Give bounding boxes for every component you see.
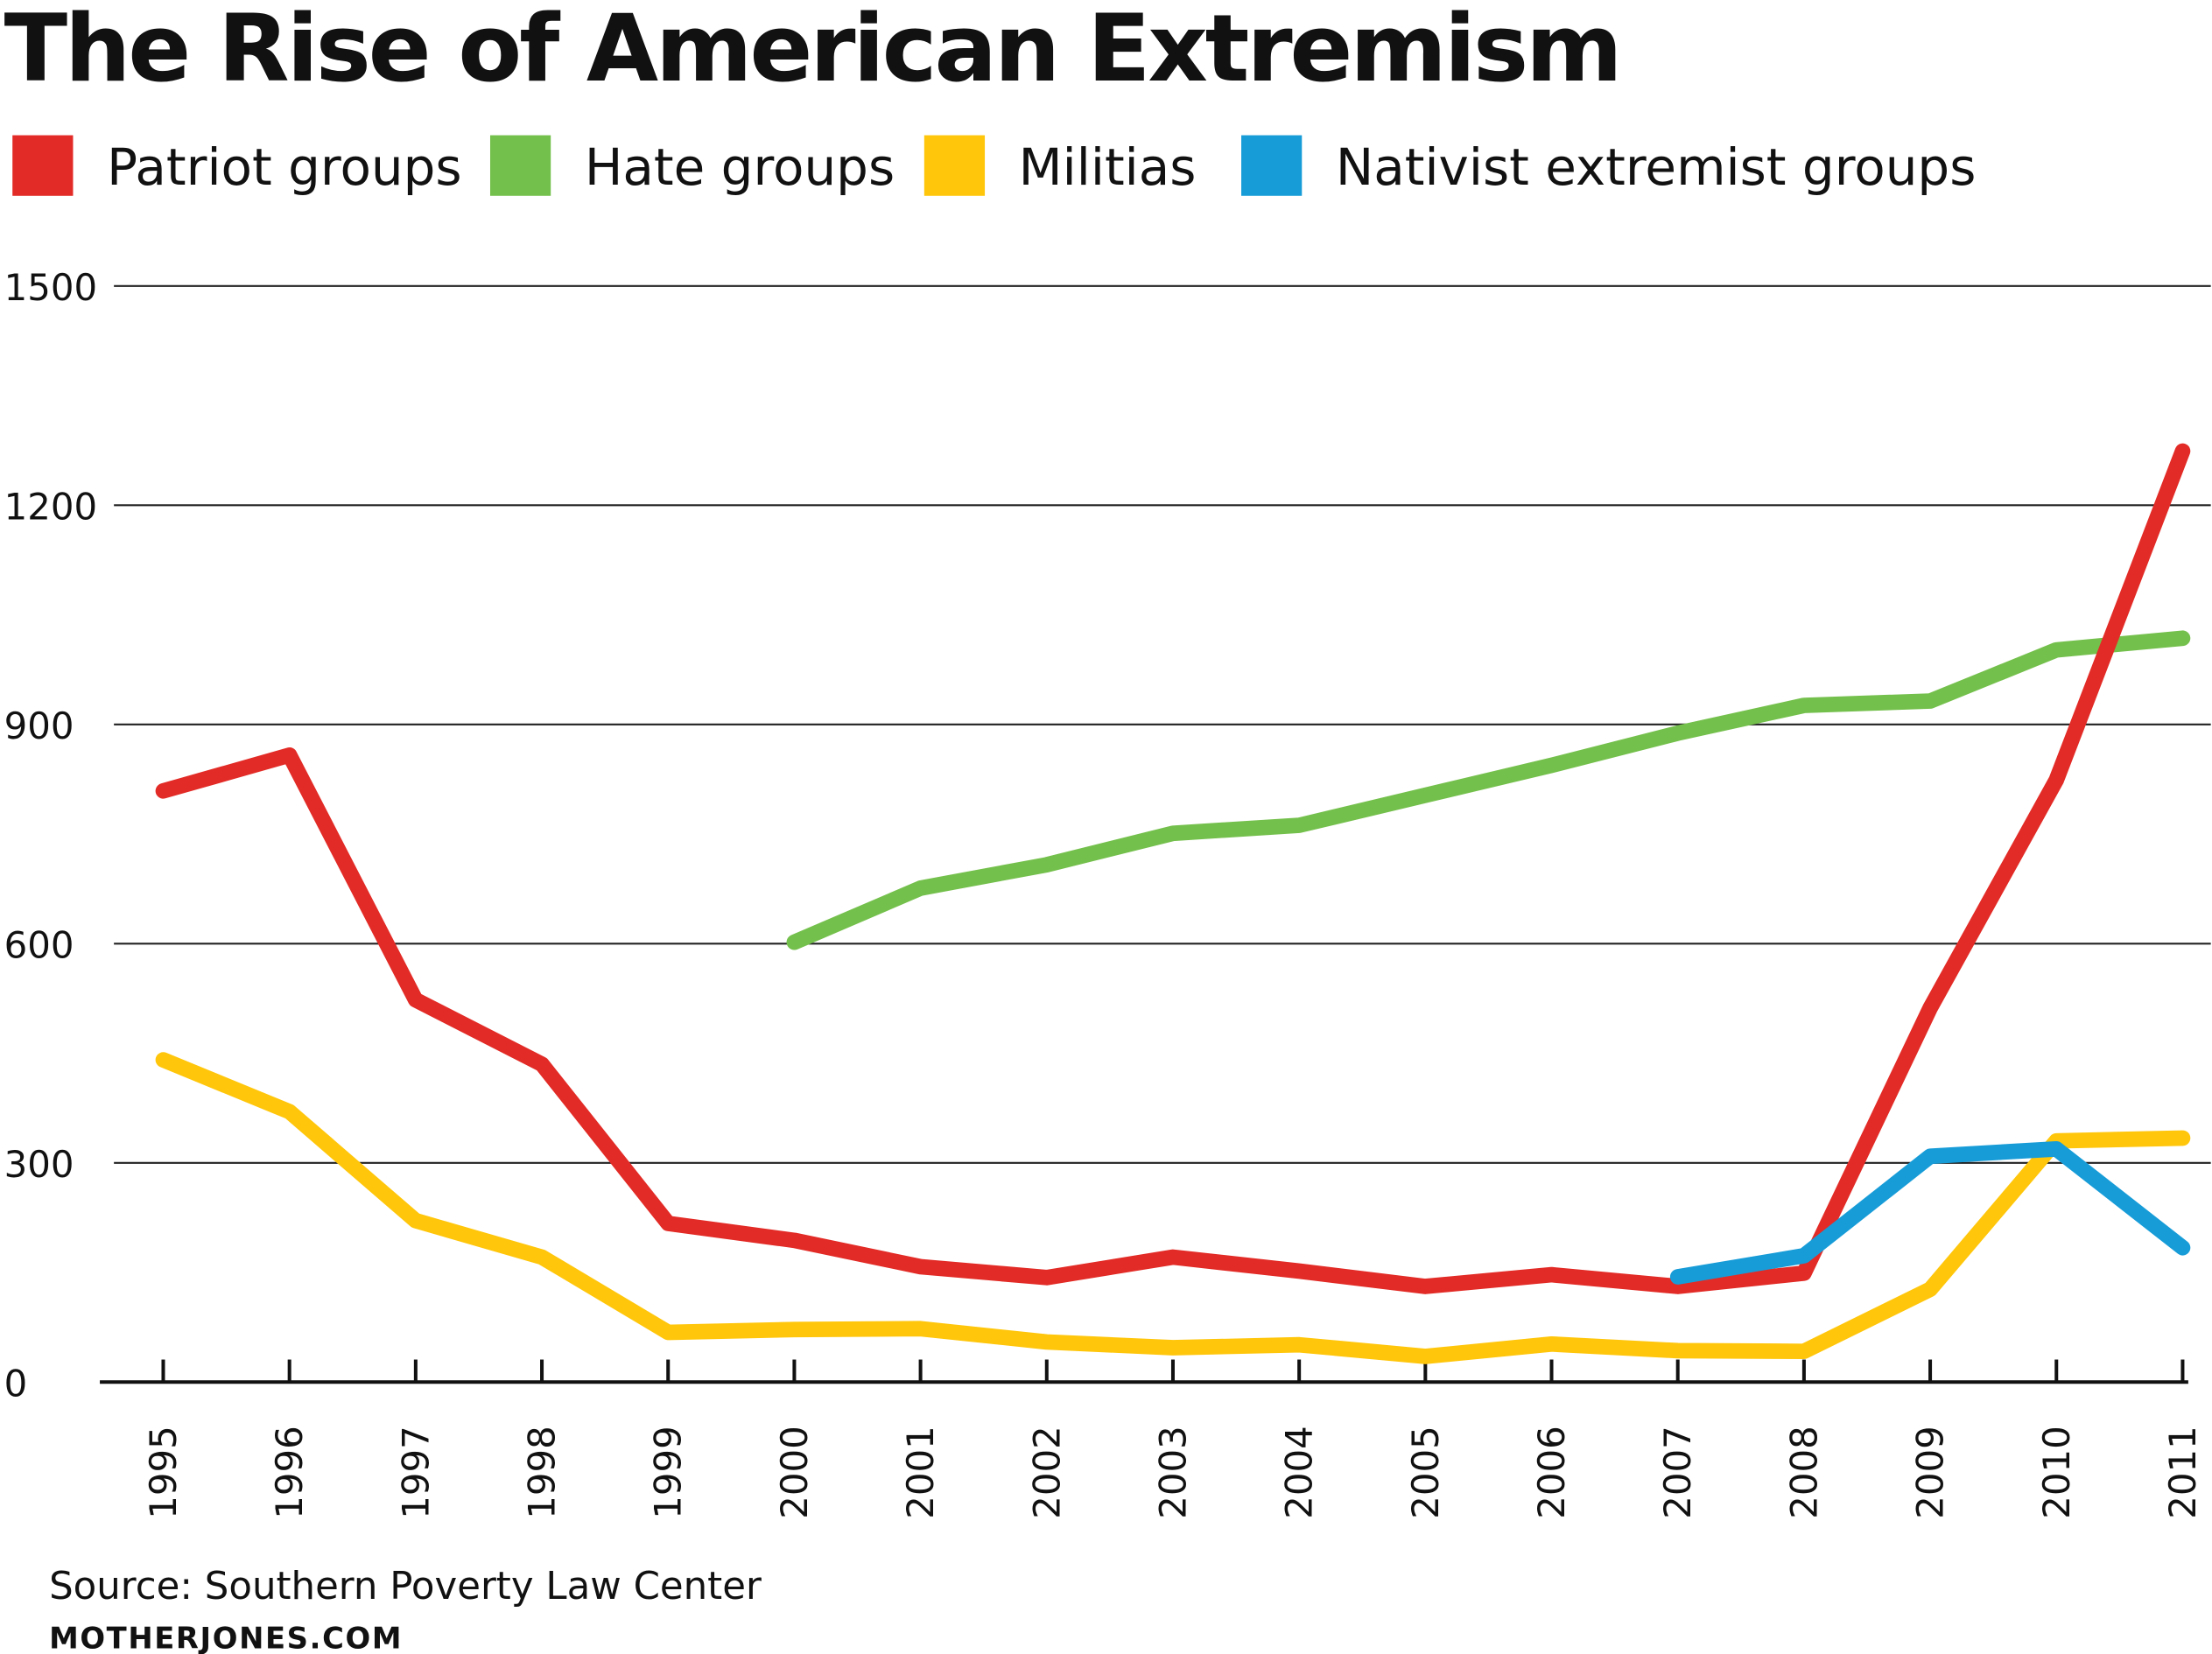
legend-swatch xyxy=(923,135,986,196)
series-line-patriot-groups xyxy=(155,443,2191,1294)
x-tick-label: 2006 xyxy=(1530,1426,1573,1518)
credit: MOTHERJONES.COM xyxy=(49,1622,403,1654)
x-tick-label: 2005 xyxy=(1404,1426,1447,1518)
x-tick-label: 1999 xyxy=(647,1426,690,1518)
x-tick-label: 2002 xyxy=(1025,1426,1068,1518)
x-tick-label: 2000 xyxy=(773,1426,816,1518)
x-tick-label: 2007 xyxy=(1656,1426,1699,1518)
legend: Patriot groups Hate groups Militias Nativis… xyxy=(12,135,1977,197)
x-tick-label: 2009 xyxy=(1909,1426,1952,1518)
y-tick-label: 300 xyxy=(4,1143,74,1186)
legend-swatch xyxy=(1241,135,1303,196)
chart-title: The Rise of American Extremism xyxy=(4,0,1620,103)
series-line-hate-groups xyxy=(786,630,2191,950)
x-tick-label: 2010 xyxy=(2035,1426,2078,1518)
y-tick-label: 0 xyxy=(4,1362,28,1405)
x-tick-label: 2008 xyxy=(1782,1426,1825,1518)
x-tick-label: 1995 xyxy=(142,1426,185,1518)
series-line-nativist-extremist-groups xyxy=(1669,1141,2191,1285)
y-tick-label: 1500 xyxy=(4,266,98,309)
x-tick-label: 2011 xyxy=(2161,1426,2204,1518)
grid: 0 300 600 900 1200 1500 xyxy=(4,266,2211,1405)
series-lines xyxy=(155,443,2191,1364)
legend-label: Patriot groups xyxy=(107,137,462,197)
y-tick-label: 900 xyxy=(4,704,74,747)
axes: 1995 1996 1997 1998 1999 2000 2001 2002 2003 2004… xyxy=(100,1359,2204,1519)
legend-label: Militias xyxy=(1019,137,1197,197)
y-tick-label: 600 xyxy=(4,923,74,966)
x-tick-label: 1997 xyxy=(394,1426,437,1518)
legend-label: Hate groups xyxy=(585,137,895,197)
x-tick-label: 1998 xyxy=(521,1426,564,1518)
x-tick-label: 2003 xyxy=(1151,1426,1194,1518)
series-line-militias xyxy=(155,1052,2191,1364)
legend-swatch xyxy=(489,135,551,196)
legend-swatch xyxy=(12,135,74,196)
x-tick-label: 2001 xyxy=(899,1426,942,1518)
source-note: Source: Southern Poverty Law Center xyxy=(49,1565,762,1608)
x-tick-label: 2004 xyxy=(1278,1426,1321,1518)
legend-label: Nativist extremist groups xyxy=(1336,137,1977,197)
x-tick-label: 1996 xyxy=(268,1426,311,1518)
y-tick-label: 1200 xyxy=(4,485,98,528)
